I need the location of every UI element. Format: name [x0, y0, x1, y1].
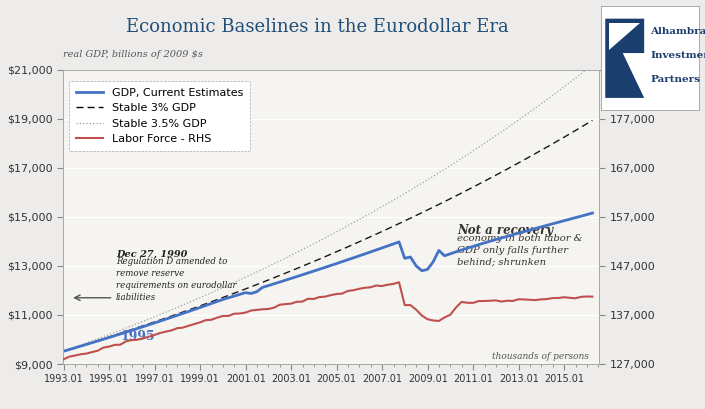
Text: economy in both labor &
GDP only falls further
behind; shrunken: economy in both labor & GDP only falls f… [457, 234, 582, 267]
Text: Partners: Partners [650, 75, 700, 84]
Legend: GDP, Current Estimates, Stable 3% GDP, Stable 3.5% GDP, Labor Force - RHS: GDP, Current Estimates, Stable 3% GDP, S… [69, 81, 250, 151]
Text: real GDP, billions of 2009 $s: real GDP, billions of 2009 $s [63, 50, 203, 59]
Text: Not a recovery: Not a recovery [457, 224, 553, 237]
Text: Dec 27, 1990: Dec 27, 1990 [116, 250, 187, 259]
Text: Economic Baselines in the Eurodollar Era: Economic Baselines in the Eurodollar Era [126, 18, 508, 36]
Polygon shape [609, 23, 640, 50]
Text: 1995: 1995 [121, 330, 155, 343]
Text: Investment: Investment [650, 51, 705, 60]
Text: thousands of persons: thousands of persons [491, 352, 589, 361]
Text: Alhambra: Alhambra [650, 27, 705, 36]
Text: Regulation D amended to
remove reserve
requirements on eurodollar
liabilities: Regulation D amended to remove reserve r… [116, 257, 236, 302]
Polygon shape [606, 19, 644, 98]
